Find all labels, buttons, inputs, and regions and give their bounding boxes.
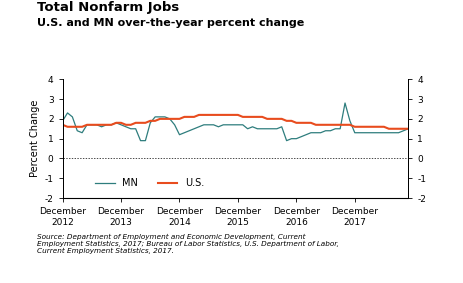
Line: MN: MN	[63, 103, 407, 141]
MN	[283, 139, 289, 142]
MN	[342, 101, 347, 105]
U.S.	[176, 117, 182, 121]
U.S.	[381, 125, 386, 128]
MN	[108, 123, 114, 127]
MN	[60, 119, 65, 123]
Y-axis label: Percent Change: Percent Change	[31, 100, 40, 177]
U.S.	[298, 121, 303, 125]
MN	[259, 127, 264, 130]
Text: Total Nonfarm Jobs: Total Nonfarm Jobs	[37, 1, 179, 14]
Text: Source: Department of Employment and Economic Development, Current
Employment St: Source: Department of Employment and Eco…	[37, 233, 338, 254]
MN	[298, 135, 303, 138]
U.S.	[405, 127, 410, 130]
MN	[181, 131, 187, 134]
MN	[138, 139, 143, 142]
Legend: MN, U.S.: MN, U.S.	[95, 179, 204, 188]
Text: U.S. and MN over-the-year percent change: U.S. and MN over-the-year percent change	[37, 18, 304, 28]
U.S.	[259, 115, 264, 119]
U.S.	[108, 123, 114, 127]
U.S.	[196, 113, 201, 117]
U.S.	[60, 123, 65, 127]
U.S.	[283, 119, 289, 123]
MN	[405, 127, 410, 130]
MN	[385, 131, 391, 134]
Line: U.S.: U.S.	[63, 115, 407, 129]
U.S.	[385, 127, 391, 130]
